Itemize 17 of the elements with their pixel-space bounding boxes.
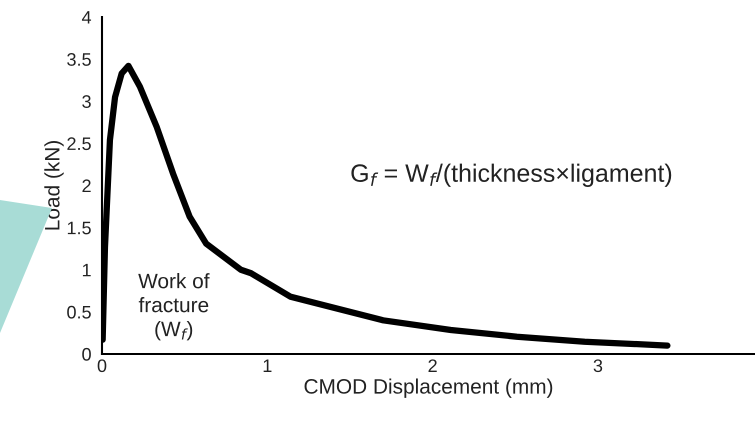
- y-tick-label: 3.5: [67, 53, 91, 66]
- y-tick-label: 0.5: [67, 306, 91, 319]
- y-tick-label: 2: [82, 179, 91, 192]
- x-tick-label: 2: [428, 359, 437, 372]
- x-tick-label: 3: [594, 359, 602, 372]
- y-tick-label: 0: [82, 348, 91, 361]
- y-axis-title: Load (kN): [44, 141, 64, 230]
- x-axis-title: CMOD Displacement (mm): [304, 378, 552, 398]
- annotation: Work of fracture (W$_{f}$): [138, 273, 210, 340]
- x-tick-label: 0: [98, 359, 106, 372]
- y-tick-label: 3: [82, 95, 91, 108]
- y-tick-label: 1: [82, 264, 91, 276]
- y-tick-label: 2.5: [67, 137, 91, 150]
- y-tick-label: 4: [82, 11, 92, 24]
- x-tick-label: 1: [264, 360, 272, 372]
- y-tick-label: 1.5: [68, 222, 91, 234]
- annotation: G$_{f}$ = W$_{f}$/(thickness×ligament): [351, 164, 672, 187]
